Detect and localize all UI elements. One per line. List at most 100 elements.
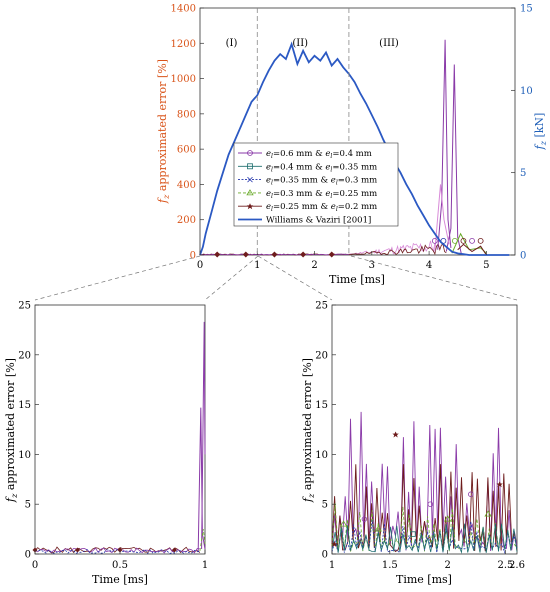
br-ylabel: fz approximated error [%]	[301, 358, 316, 503]
top-ytick-left-label-6: 1200	[171, 39, 196, 50]
top-series-s5-region3	[348, 243, 447, 256]
legend-marker-square	[247, 163, 253, 170]
top-marker-region3-5	[477, 237, 484, 244]
bl-xtick-label-0: 0	[32, 560, 38, 571]
top-spike-s1b	[445, 64, 462, 254]
br-marker-2	[427, 501, 433, 507]
legend-label-1: el=0.4 mm & el=0.35 mm	[266, 162, 377, 173]
br-ytick-label-4: 20	[315, 350, 328, 361]
region-label-1: (II)	[292, 38, 308, 49]
legend-marker-star	[246, 203, 254, 210]
bl-ytick-label-5: 25	[18, 301, 31, 312]
legend-label-3: el=0.3 mm & el=0.25 mm	[266, 189, 377, 200]
top-ytick-left-label-7: 1400	[171, 4, 196, 15]
bl-spike-s4	[199, 529, 206, 552]
top-marker-region3-2	[451, 237, 458, 244]
top-ytick-right-label-3: 15	[520, 4, 533, 15]
br-xtick-label-end: 2.6	[509, 560, 525, 571]
br-series-s4	[331, 503, 518, 552]
top-marker-s5-3	[300, 251, 307, 258]
br-series-s5	[331, 464, 518, 553]
legend-box	[233, 142, 399, 227]
region-label-2: (III)	[379, 38, 399, 49]
legend: el=0.6 mm & el=0.4 mm el=0.4 mm & el=0.35…	[233, 142, 399, 227]
bl-ytick-label-4: 20	[18, 350, 31, 361]
br-ytick-label-0: 0	[322, 550, 328, 561]
bl-spike-s1b	[201, 321, 206, 550]
bl-ytick-label-3: 15	[18, 400, 31, 411]
br-series-s2	[331, 523, 518, 554]
br-marker-8	[443, 515, 452, 522]
br-marker-9	[484, 510, 492, 517]
top-marker-s5-1	[242, 251, 249, 258]
top-marker-s5-0	[214, 251, 221, 258]
br-ytick-label-5: 25	[315, 301, 328, 312]
br-marker-4	[496, 481, 503, 488]
top-ytick-left-label-2: 400	[177, 180, 196, 191]
bl-xtick-label-2: 1	[202, 560, 208, 571]
top-ytick-left-label-5: 1000	[171, 74, 196, 85]
bl-ylabel: fz approximated error [%]	[4, 358, 19, 503]
top-xlabel: Time [ms]	[329, 273, 385, 286]
br-plot-frame	[331, 304, 518, 555]
br-marker-5	[339, 520, 348, 527]
top-marker-s5-4	[328, 251, 335, 258]
legend-label-0: el=0.6 mm & el=0.4 mm	[266, 149, 372, 160]
bl-series-s3	[34, 549, 200, 555]
bl-xlabel: Time [ms]	[92, 573, 148, 586]
bl-spike-s1	[197, 407, 206, 552]
bottom-right-chart: 1 1.5 2 2.52.6 0 5 10 15 20 25 Time [ms] fz appr…	[301, 301, 525, 587]
top-ytick-right-label-1: 5	[520, 168, 526, 179]
top-xtick-label-5: 5	[483, 260, 489, 271]
top-xtick-label-4: 4	[426, 260, 432, 271]
zoom-guides	[34, 255, 518, 301]
bl-marker-s5-1	[75, 547, 80, 553]
top-ylabel-right: fz [kN]	[533, 113, 548, 151]
legend-label-5: Williams & Vaziri [2001]	[266, 216, 371, 226]
bl-ytick-label-1: 5	[25, 500, 31, 511]
br-ytick-label-2: 10	[315, 450, 328, 461]
bl-marker-s5-3	[171, 547, 177, 553]
br-marker-0	[361, 516, 368, 522]
legend-marker-triangle	[246, 189, 254, 196]
br-xtick-label-1: 1.5	[382, 560, 398, 571]
top-xtick-label-0: 0	[197, 260, 203, 271]
br-marker-10	[331, 541, 338, 548]
br-xtick-label-3: 2.5	[497, 560, 513, 571]
top-series-s1-region3	[348, 240, 436, 255]
top-marker-region3-4	[469, 237, 475, 244]
top-ytick-left-label-1: 200	[177, 215, 196, 226]
top-marker-region3-0	[431, 237, 438, 244]
top-plot-frame	[199, 7, 516, 256]
bl-ytick-label-2: 10	[18, 450, 31, 461]
top-ytick-left-label-3: 600	[177, 145, 196, 156]
williams-vaziri-line	[199, 41, 510, 256]
bl-xtick-label-1: 0.5	[112, 560, 128, 571]
top-xtick-label-1: 1	[254, 260, 260, 271]
top-ylabel-left: fz approximated error [%]	[156, 59, 171, 204]
top-xtick-label-3: 3	[369, 260, 375, 271]
br-marker-6	[374, 525, 382, 532]
top-marker-region3-3	[460, 237, 467, 244]
br-ytick-label-3: 15	[315, 400, 328, 411]
br-xtick-label-0: 1	[329, 560, 335, 571]
bl-ytick-label-0: 0	[25, 550, 31, 561]
br-marker-3	[468, 491, 474, 497]
top-ytick-right-label-0: 0	[520, 251, 526, 262]
top-ytick-left-label-0: 0	[190, 251, 196, 262]
bottom-left-chart: 0 0.5 1 0 5 10 15 20 25 Time [ms] fz approximat…	[4, 301, 208, 587]
br-marker-7	[410, 531, 416, 537]
top-xtick-label-2: 2	[311, 260, 317, 271]
top-marker-s5-2	[271, 251, 278, 258]
legend-label-2: el=0.35 mm & el=0.3 mm	[266, 176, 377, 187]
region-label-0: (I)	[226, 38, 238, 49]
br-ytick-label-1: 5	[322, 500, 328, 511]
top-ytick-right-label-2: 10	[520, 86, 533, 97]
br-xlabel: Time [ms]	[396, 573, 452, 586]
br-marker-1	[392, 431, 399, 438]
top-spike-pink	[434, 184, 450, 252]
br-xtick-label-2: 2	[444, 560, 450, 571]
legend-marker-circle	[247, 150, 253, 156]
